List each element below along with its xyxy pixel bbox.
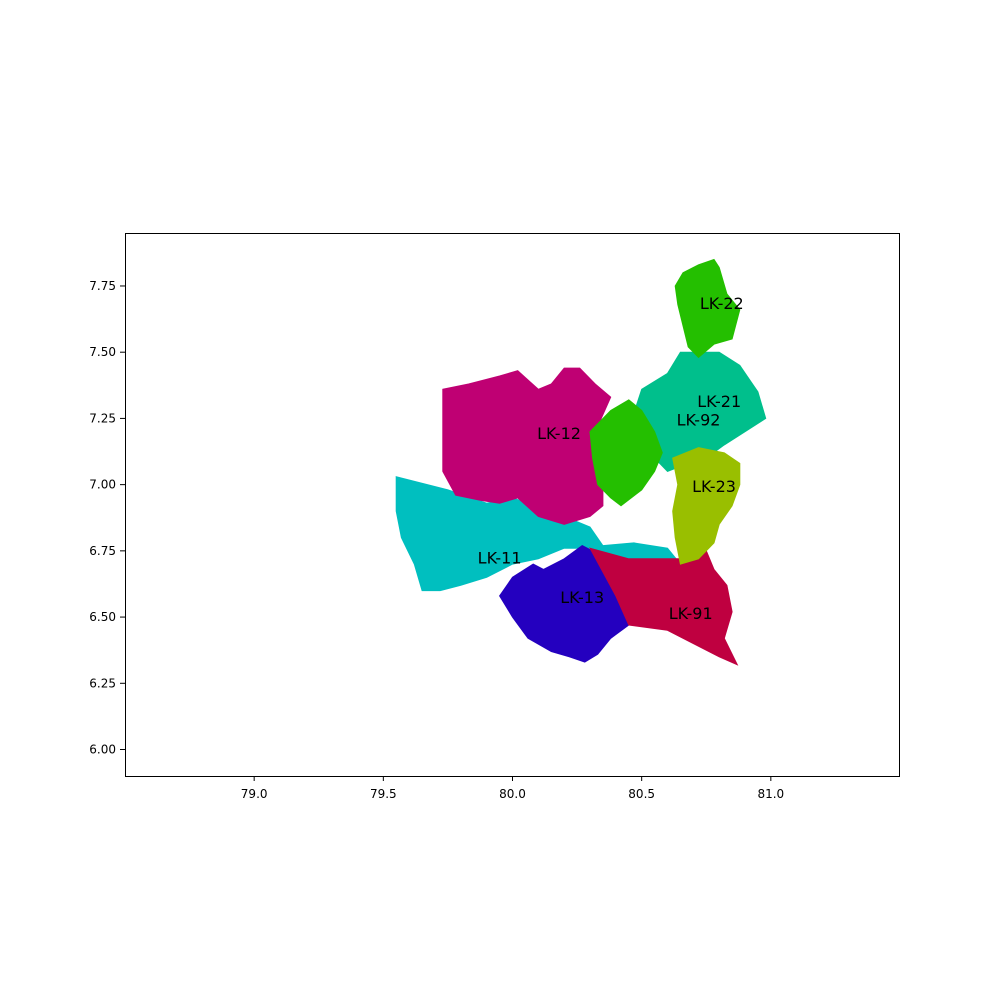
y-tick-label: 6.75: [89, 544, 116, 558]
x-tick-label: 80.5: [628, 787, 655, 801]
x-tick-label: 79.5: [370, 787, 397, 801]
region-label-lk-92: LK-92: [677, 411, 721, 430]
region-label-lk-11: LK-11: [478, 548, 522, 567]
y-tick-label: 7.25: [89, 411, 116, 425]
region-label-lk-21: LK-21: [697, 392, 741, 411]
region-lk-22: [674, 258, 741, 359]
x-tick-label: 79.0: [241, 787, 268, 801]
x-tick-label: 81.0: [757, 787, 784, 801]
region-lk-92: [589, 399, 663, 507]
y-tick-label: 7.75: [89, 279, 116, 293]
x-tick-label: 80.0: [499, 787, 526, 801]
y-tick-label: 7.00: [89, 478, 116, 492]
y-axis-ticks: 6.00 6.25 6.50 6.75 7.00 7.25 7.50 7.75: [89, 279, 125, 757]
y-tick-label: 7.50: [89, 345, 116, 359]
y-tick-label: 6.25: [89, 676, 116, 690]
y-tick-label: 6.00: [89, 743, 116, 757]
region-label-lk-91: LK-91: [669, 604, 713, 623]
x-axis-ticks: 79.0 79.5 80.0 80.5 81.0: [241, 776, 784, 801]
region-label-lk-23: LK-23: [692, 477, 736, 496]
region-label-lk-12: LK-12: [537, 424, 581, 443]
region-labels-layer: LK-11 LK-12 LK-13 LK-91 LK-21 LK-22 LK-92 LK-23: [478, 294, 744, 623]
region-label-lk-13: LK-13: [560, 588, 604, 607]
y-tick-label: 6.50: [89, 610, 116, 624]
region-label-lk-22: LK-22: [700, 294, 744, 313]
region-lk-23: [672, 447, 741, 565]
regions-layer: [395, 258, 767, 666]
